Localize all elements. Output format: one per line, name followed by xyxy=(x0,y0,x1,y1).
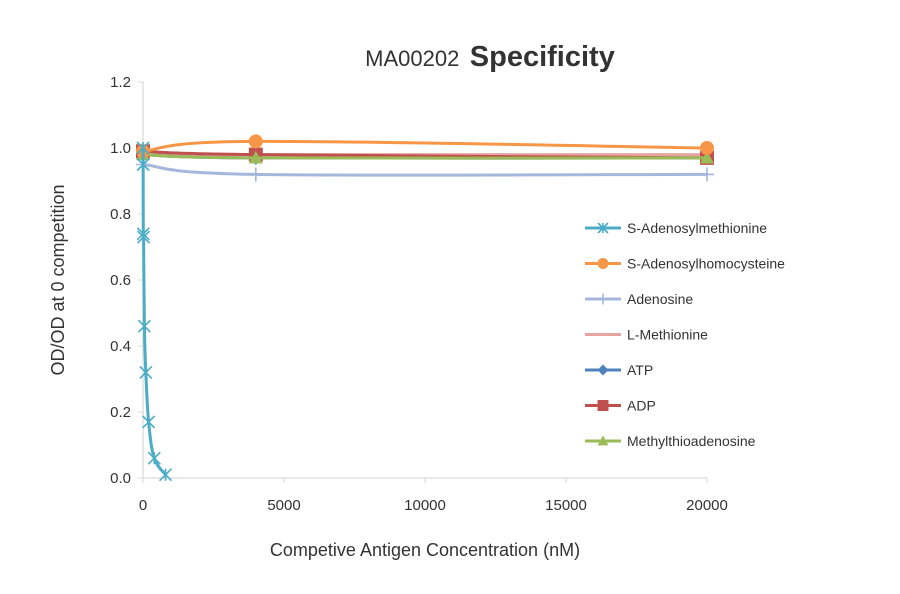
series-line xyxy=(141,153,709,160)
legend-marker xyxy=(597,293,609,305)
legend-item: ADP xyxy=(585,398,656,414)
y-tick-label: 0.6 xyxy=(110,272,131,289)
x-tick-label: 20000 xyxy=(686,497,728,514)
chart-title: MA00202 Specificity xyxy=(365,41,615,73)
legend-label: ADP xyxy=(627,398,656,414)
data-point xyxy=(248,167,263,182)
data-point xyxy=(142,415,156,429)
chart-series-layer xyxy=(136,134,714,482)
series-line xyxy=(141,139,709,153)
legend-item: S-Adenosylmethionine xyxy=(585,220,767,236)
y-tick-label: 0.8 xyxy=(110,206,131,223)
legend-marker xyxy=(597,364,609,376)
data-point xyxy=(700,141,714,155)
chart-title-prefix: MA00202 xyxy=(365,46,459,71)
data-point xyxy=(158,468,173,482)
y-tick-label: 1.0 xyxy=(110,140,131,157)
x-tick-label: 0 xyxy=(139,497,147,514)
chart-axes: 0.0 0.2 0.4 0.6 0.8 1.0 1.2 0 5000 10000 15000 2000… xyxy=(110,74,728,514)
legend-label: Adenosine xyxy=(627,291,693,307)
y-tick-label: 0.0 xyxy=(110,470,131,487)
legend-item: Methylthioadenosine xyxy=(585,433,756,449)
y-axis-title: OD/OD at 0 competition xyxy=(48,184,68,375)
y-tick-label: 0.4 xyxy=(110,338,131,355)
legend-label: L-Methionine xyxy=(627,327,708,343)
legend-label: Methylthioadenosine xyxy=(627,433,756,449)
data-point xyxy=(137,319,151,333)
legend-item: S-Adenosylhomocysteine xyxy=(585,256,785,272)
data-point xyxy=(700,167,714,182)
data-point xyxy=(147,451,161,465)
x-axis-title: Competive Antigen Concentration (nM) xyxy=(270,540,580,560)
legend-item: L-Methionine xyxy=(585,327,708,343)
y-tick-label: 0.2 xyxy=(110,404,131,421)
legend-marker xyxy=(597,400,609,411)
data-point xyxy=(248,150,263,164)
legend-item: ATP xyxy=(585,362,653,378)
data-point xyxy=(136,230,151,244)
data-point xyxy=(136,141,150,155)
legend-label: ATP xyxy=(627,362,653,378)
x-tick-label: 15000 xyxy=(545,497,587,514)
chart-legend: S-Adenosylmethionine S-Adenosylhomocystei… xyxy=(585,220,785,449)
legend-marker xyxy=(597,258,609,269)
x-tick-label: 5000 xyxy=(267,497,300,514)
data-point xyxy=(139,365,153,379)
data-point xyxy=(700,150,714,164)
series-s-adenosylmethionine xyxy=(136,141,173,482)
legend-label: S-Adenosylhomocysteine xyxy=(627,256,785,272)
data-point xyxy=(136,157,150,172)
x-tick-label: 10000 xyxy=(404,497,446,514)
series-s-adenosylhomocysteine xyxy=(136,134,714,159)
data-point xyxy=(248,134,263,149)
y-tick-label: 1.2 xyxy=(110,74,131,91)
legend-item: Adenosine xyxy=(585,291,693,307)
legend-label: S-Adenosylmethionine xyxy=(627,220,767,236)
legend-marker xyxy=(597,222,609,234)
series-line xyxy=(141,163,709,177)
legend-marker xyxy=(597,435,609,446)
chart-title-main: Specificity xyxy=(470,41,615,73)
